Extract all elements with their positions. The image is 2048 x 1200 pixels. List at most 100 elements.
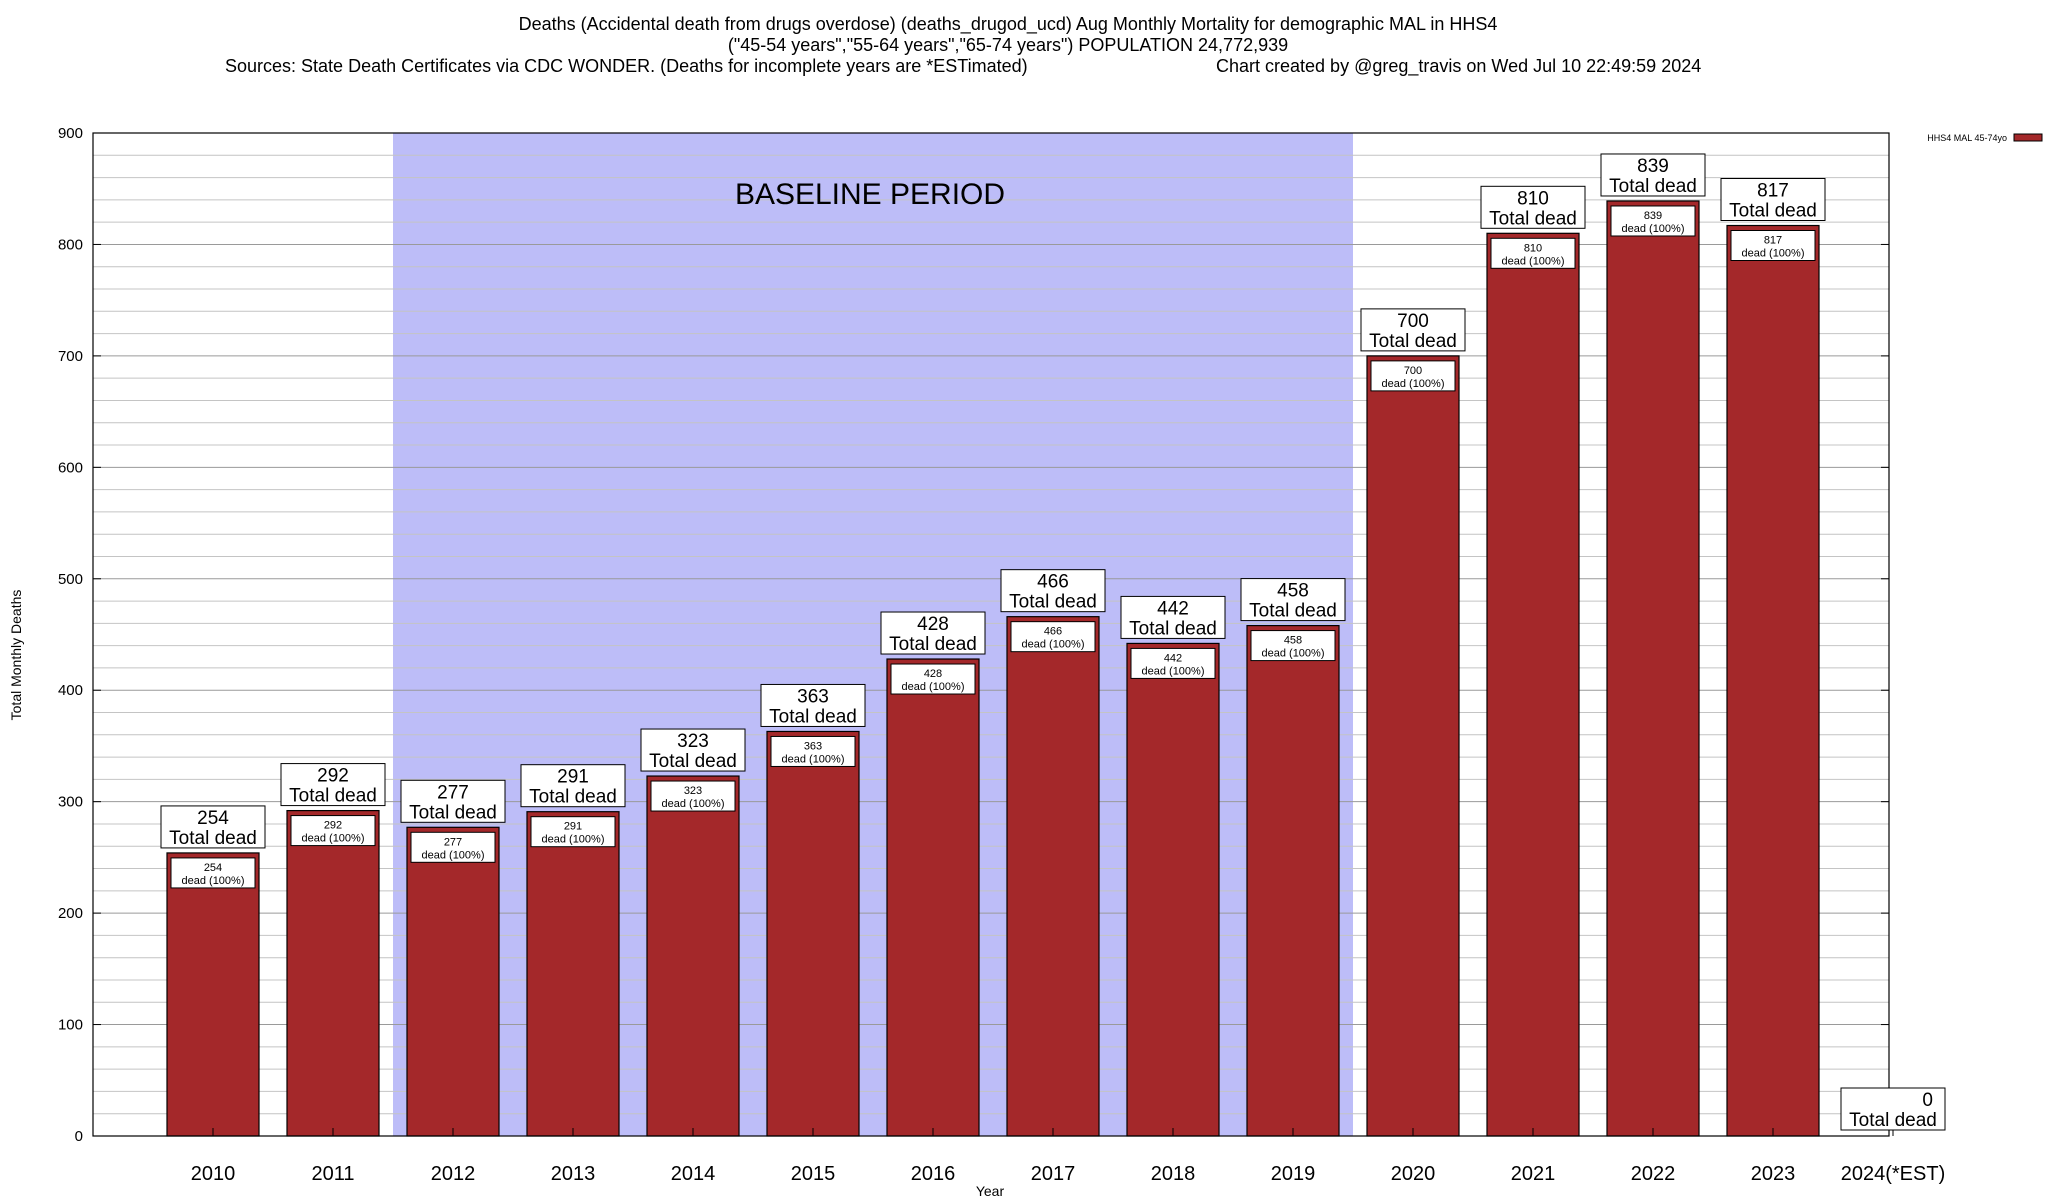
inner-percent-label: dead (100%): [1502, 255, 1565, 267]
x-tick-label: 2019: [1271, 1163, 1316, 1185]
x-tick-label: 2015: [791, 1163, 836, 1185]
top-label-box: [160, 805, 266, 849]
bar: [166, 852, 260, 1137]
inner-value-label: 323: [684, 785, 702, 797]
top-value-label: 254: [197, 808, 229, 829]
bars: [166, 200, 1820, 1137]
y-tick-label: 0: [75, 1128, 83, 1145]
inner-percent-label: dead (100%): [302, 833, 365, 845]
inner-label-box: [1010, 621, 1096, 653]
bar: [1366, 355, 1460, 1137]
inner-label-box: [1130, 647, 1216, 679]
top-label-box: [400, 779, 506, 823]
x-tick-label: 2010: [191, 1163, 236, 1185]
y-tick-label: 500: [58, 571, 83, 588]
top-total-label: Total dead: [409, 802, 497, 823]
top-value-label: 817: [1757, 180, 1789, 201]
bar: [1486, 232, 1580, 1137]
inner-percent-label: dead (100%): [422, 849, 485, 861]
inner-percent-label: dead (100%): [1622, 223, 1685, 235]
top-value-label: 277: [437, 782, 469, 803]
x-tick-label: 2022: [1631, 1163, 1676, 1185]
labels: 01002003004005006007008009002010254dead …: [58, 125, 1946, 1185]
top-value-label: 0: [1922, 1090, 1933, 1111]
inner-value-label: 466: [1044, 626, 1062, 638]
inner-percent-label: dead (100%): [182, 875, 245, 887]
top-label-box: [280, 763, 386, 807]
inner-value-label: 458: [1284, 635, 1302, 647]
x-tick-label: 2024(*EST): [1841, 1163, 1946, 1185]
inner-percent-label: dead (100%): [782, 753, 845, 765]
inner-percent-label: dead (100%): [1262, 648, 1325, 660]
x-axis-label: Year: [976, 1183, 1005, 1199]
x-tick-label: 2014: [671, 1163, 716, 1185]
legend-swatch: [2013, 133, 2043, 142]
top-total-label: Total dead: [649, 751, 737, 772]
baseline-period-label: BASELINE PERIOD: [735, 178, 1005, 211]
bar: [406, 826, 500, 1137]
top-value-label: 291: [557, 767, 589, 788]
bar: [526, 811, 620, 1137]
x-tick-label: 2016: [911, 1163, 956, 1185]
inner-percent-label: dead (100%): [662, 798, 725, 810]
top-total-label: Total dead: [1129, 618, 1217, 639]
inner-label-box: [410, 831, 496, 863]
y-tick-label: 200: [58, 905, 83, 922]
y-tick-label: 100: [58, 1017, 83, 1034]
inner-label-box: [770, 735, 856, 767]
top-value-label: 428: [917, 614, 949, 635]
inner-value-label: 428: [924, 668, 942, 680]
top-label-box: [1360, 308, 1466, 352]
inner-percent-label: dead (100%): [1742, 247, 1805, 259]
top-total-label: Total dead: [1849, 1110, 1937, 1131]
top-total-label: Total dead: [1729, 200, 1817, 221]
x-tick-label: 2017: [1031, 1163, 1076, 1185]
chart-credit: Chart created by @greg_travis on Wed Jul…: [1216, 56, 1701, 77]
x-tick-label: 2012: [431, 1163, 476, 1185]
inner-label-box: [170, 857, 256, 889]
inner-percent-label: dead (100%): [1142, 665, 1205, 677]
inner-value-label: 442: [1164, 652, 1182, 664]
top-total-label: Total dead: [1009, 592, 1097, 613]
y-axis-label: Total Monthly Deaths: [8, 590, 24, 721]
top-label-box: [520, 764, 626, 808]
bar: [1006, 616, 1100, 1137]
bar: [1726, 224, 1820, 1137]
x-tick-label: 2013: [551, 1163, 596, 1185]
chart-title-line2: ("45-54 years","55-64 years","65-74 year…: [728, 35, 1288, 55]
y-tick-label: 700: [58, 348, 83, 365]
bar: [886, 658, 980, 1137]
top-value-label: 839: [1637, 156, 1669, 177]
y-tick-label: 400: [58, 682, 83, 699]
inner-value-label: 817: [1764, 234, 1782, 246]
inner-value-label: 292: [324, 820, 342, 832]
bar: [646, 775, 740, 1137]
top-label-box: [1720, 177, 1826, 221]
x-tick-label: 2021: [1511, 1163, 1556, 1185]
inner-label-box: [1490, 237, 1576, 269]
top-total-label: Total dead: [529, 787, 617, 808]
y-tick-label: 800: [58, 236, 83, 253]
top-value-label: 363: [797, 686, 829, 707]
legend-label: HHS4 MAL 45-74yo: [1927, 133, 2007, 143]
top-label-box: [1120, 595, 1226, 639]
top-label-box: [640, 728, 746, 772]
inner-label-box: [290, 815, 376, 847]
y-tick-label: 900: [58, 125, 83, 142]
inner-value-label: 810: [1524, 242, 1542, 254]
top-total-label: Total dead: [769, 706, 857, 727]
chart-title-line1: Deaths (Accidental death from drugs over…: [519, 14, 1498, 35]
top-label-box: [880, 611, 986, 655]
top-label-box: [760, 683, 866, 727]
top-total-label: Total dead: [889, 634, 977, 655]
top-label-box: [1000, 569, 1106, 613]
top-label-box: [1240, 578, 1346, 622]
inner-percent-label: dead (100%): [1382, 378, 1445, 390]
bar: [766, 730, 860, 1137]
bar: [286, 809, 380, 1137]
inner-percent-label: dead (100%): [542, 834, 605, 846]
inner-label-box: [1370, 360, 1456, 392]
inner-label-box: [1250, 630, 1336, 662]
bar: [1606, 200, 1700, 1137]
